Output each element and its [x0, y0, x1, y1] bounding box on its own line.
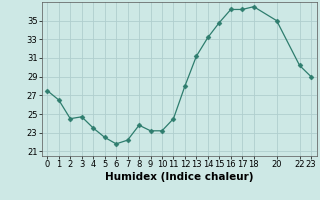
X-axis label: Humidex (Indice chaleur): Humidex (Indice chaleur) [105, 172, 253, 182]
